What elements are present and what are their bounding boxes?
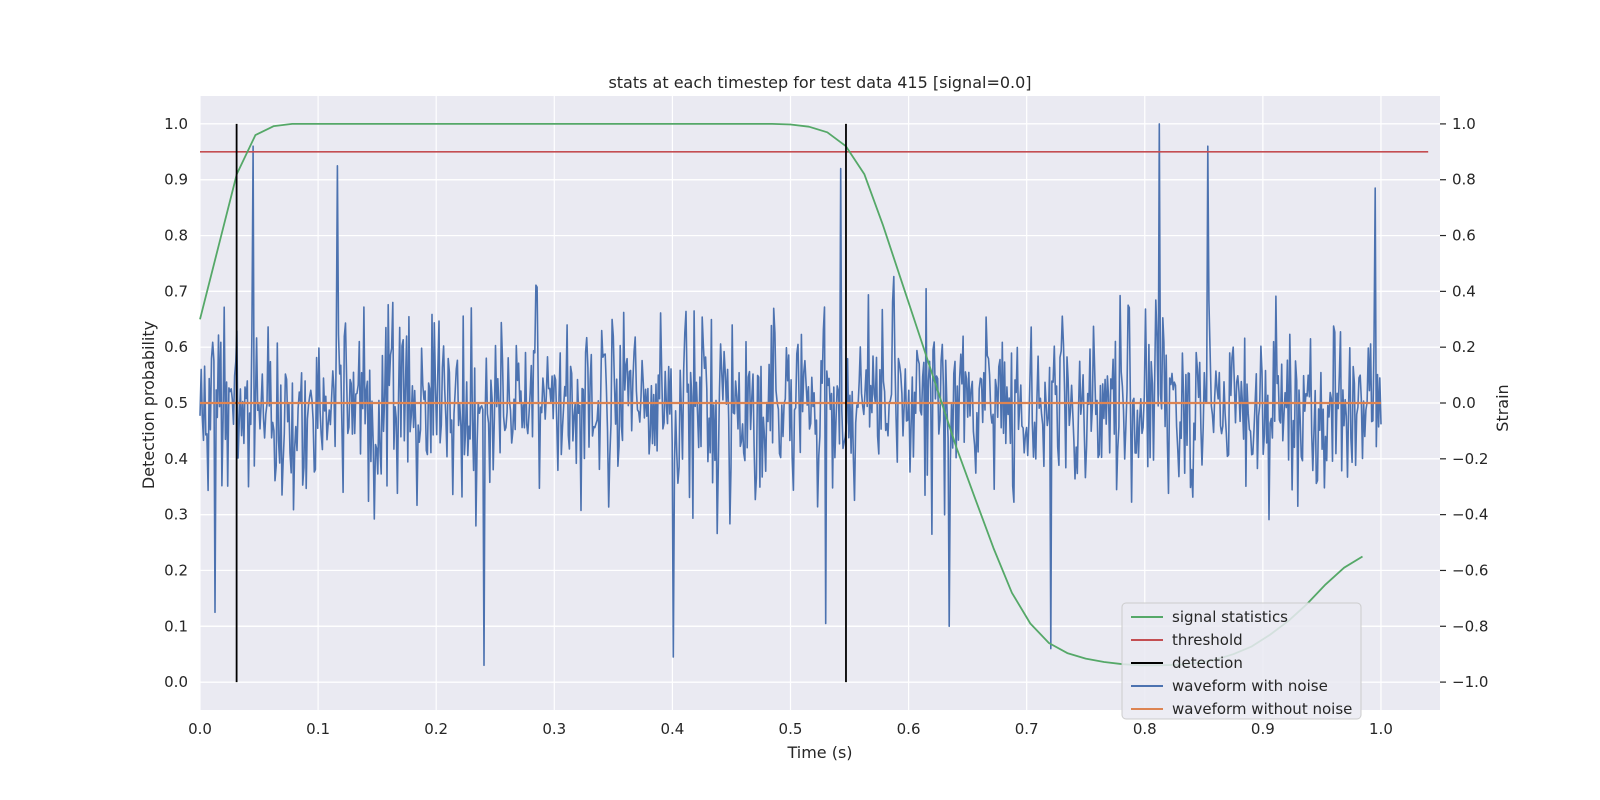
legend-label-threshold: threshold xyxy=(1172,631,1243,649)
y2-tick-label: 1.0 xyxy=(1452,115,1476,133)
x-tick-label: 0.1 xyxy=(306,720,330,738)
legend-label-signal-statistics: signal statistics xyxy=(1172,608,1288,626)
y2-tick-label: −0.4 xyxy=(1452,506,1488,524)
chart-title: stats at each timestep for test data 415… xyxy=(608,73,1031,92)
legend-label-waveform-without-noise: waveform without noise xyxy=(1172,700,1352,718)
y-tick-label: 0.3 xyxy=(164,506,188,524)
legend-entry-threshold: threshold xyxy=(1131,631,1243,649)
y2-tick-label: 0.8 xyxy=(1452,171,1476,189)
y2-tick-label: 0.4 xyxy=(1452,282,1476,300)
y-tick-label: 0.2 xyxy=(164,561,188,579)
y2-axis-ticks: −1.0 −0.8 −0.6 −0.4 −0.2 0.0 0.2 0.4 0.6 0.8 1.0 xyxy=(1440,115,1488,691)
y2-tick-label: −0.2 xyxy=(1452,450,1488,468)
y-tick-label: 0.1 xyxy=(164,617,188,635)
x-tick-label: 1.0 xyxy=(1369,720,1393,738)
y2-tick-label: 0.0 xyxy=(1452,394,1476,412)
y-tick-label: 0.7 xyxy=(164,282,188,300)
x-tick-label: 0.3 xyxy=(542,720,566,738)
x-tick-label: 0.0 xyxy=(188,720,212,738)
legend-box xyxy=(1121,602,1362,720)
y-tick-label: 0.4 xyxy=(164,450,188,468)
x-axis-label: Time (s) xyxy=(786,743,852,762)
x-tick-label: 0.8 xyxy=(1133,720,1157,738)
series-line-waveform-with-noise xyxy=(199,123,1382,667)
x-tick-label: 0.6 xyxy=(897,720,921,738)
x-tick-label: 0.4 xyxy=(660,720,684,738)
x-tick-label: 0.9 xyxy=(1251,720,1275,738)
x-tick-label: 0.2 xyxy=(424,720,448,738)
legend-label-detection: detection xyxy=(1172,654,1243,672)
legend-entry-signal-statistics: signal statistics xyxy=(1131,608,1288,626)
x-axis-ticks: 0.0 0.1 0.2 0.3 0.4 0.5 0.6 0.7 0.8 0.9 1.0 xyxy=(188,720,1393,738)
series-layer xyxy=(199,123,1429,683)
y2-tick-label: 0.6 xyxy=(1452,227,1476,245)
y2-axis-label: Strain xyxy=(1493,384,1512,431)
x-tick-label: 0.5 xyxy=(779,720,803,738)
legend: signal statistics threshold detection wa… xyxy=(1121,602,1362,720)
legend-label-waveform-with-noise: waveform with noise xyxy=(1172,677,1328,695)
y2-tick-label: 0.2 xyxy=(1452,338,1476,356)
y-axis-ticks: 0.0 0.1 0.2 0.3 0.4 0.5 0.6 0.7 0.8 0.9 1.0 xyxy=(164,115,188,691)
y-tick-label: 0.9 xyxy=(164,171,188,189)
y-tick-label: 0.0 xyxy=(164,673,188,691)
x-tick-label: 0.7 xyxy=(1015,720,1039,738)
y2-tick-label: −0.6 xyxy=(1452,561,1488,579)
y2-tick-label: −0.8 xyxy=(1452,617,1488,635)
legend-entry-waveform-without-noise: waveform without noise xyxy=(1131,700,1352,718)
y-tick-label: 0.5 xyxy=(164,394,188,412)
legend-entry-waveform-with-noise: waveform with noise xyxy=(1131,677,1328,695)
y-tick-label: 0.8 xyxy=(164,227,188,245)
y-tick-label: 1.0 xyxy=(164,115,188,133)
y2-tick-label: −1.0 xyxy=(1452,673,1488,691)
y-tick-label: 0.6 xyxy=(164,338,188,356)
y-axis-label: Detection probability xyxy=(139,321,158,489)
legend-entry-detection: detection xyxy=(1131,654,1243,672)
